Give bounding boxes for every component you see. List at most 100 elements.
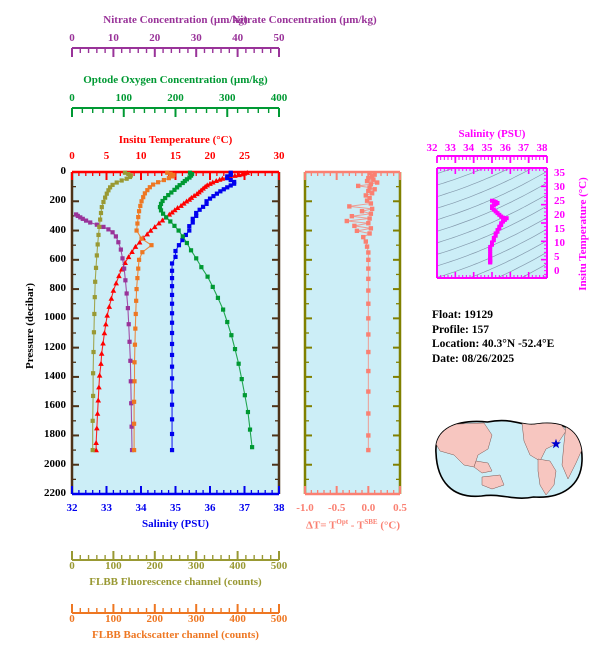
metadata-float-value: 19129 — [464, 309, 494, 321]
tick-label: 15 — [170, 150, 181, 162]
pressure-tick-label: 600 — [49, 252, 67, 265]
ts-temperature-tick-label: 5 — [554, 251, 560, 264]
nitrate-axis-title: Nitrate Concentration (µm/kg) — [232, 14, 377, 26]
pressure-tick-label: 1400 — [44, 369, 66, 382]
tick-label: 10 — [107, 32, 119, 44]
ts-temperature-tick-label: 35 — [554, 166, 565, 179]
tick-label: 200 — [146, 560, 164, 572]
tick-label: 0 — [69, 560, 75, 572]
delta-t-title-post: (°C) — [377, 519, 401, 532]
backscatter-axis: 0 100 200 300 400 500 FLBB Backscatter channe… — [69, 602, 287, 648]
pressure-tick-label: 1000 — [44, 311, 66, 324]
nitrate-axis-ruler — [71, 47, 280, 57]
fluorescence-title-text: FLBB Fluorescence channel (counts) — [89, 576, 262, 588]
pressure-tick-label: 2200 — [44, 487, 66, 499]
salinity-title-text: Salinity (PSU) — [142, 518, 209, 530]
metadata-location-label: Location: — [432, 338, 480, 350]
tick-label: 20 — [204, 150, 216, 162]
ts-temperature-tick-label: 15 — [554, 223, 565, 236]
delta-t-title-mid: - T — [348, 519, 365, 532]
delta-t-tick-labels: -1.0 -0.5 0.0 0.5 — [296, 502, 407, 516]
tick-label: -0.5 — [327, 502, 346, 514]
tick-label: 100 — [115, 92, 133, 104]
metadata-date-row: Date: 08/26/2025 — [432, 352, 554, 367]
tick-label: 0 — [69, 150, 75, 162]
tick-label: 34 — [463, 142, 475, 154]
nitrate-axis: Nitrate Concentration (µm/kg) 0 10 20 30 40 5… — [69, 14, 285, 62]
metadata-date-value: 08/26/2025 — [461, 352, 515, 365]
pressure-tick-label: 1200 — [44, 340, 66, 353]
tick-label: 500 — [270, 613, 288, 625]
ts-temperature-title: Insitu Temperature (°C) — [577, 159, 589, 309]
tick-label: 300 — [187, 560, 205, 572]
tick-label: 10 — [135, 150, 147, 162]
tick-label: 300 — [219, 92, 236, 104]
ts-temperature-tick-label: 20 — [554, 208, 565, 221]
tick-label: 37 — [518, 142, 530, 154]
metadata-location-value: 40.3°N -52.4°E — [482, 338, 555, 350]
tick-label: -1.0 — [296, 502, 314, 514]
metadata-float-label: Float: — [432, 309, 462, 321]
backscatter-tick-labels: 0 100 200 300 400 500 — [69, 613, 287, 627]
tick-label: 20 — [149, 32, 161, 44]
metadata-date-label: Date: — [432, 352, 459, 365]
delta-t-title-pre: ΔT= T — [305, 519, 337, 532]
tick-label: 5 — [103, 150, 110, 162]
ts-salinity-tick-labels: 32 33 34 35 36 37 38 — [427, 142, 552, 156]
tick-label: 0 — [69, 32, 75, 44]
ts-temperature-tick-label: 30 — [554, 180, 565, 193]
pressure-tick-label: 200 — [49, 194, 67, 207]
ts-temperature-tick-label: 0 — [554, 265, 560, 278]
tick-label: 35 — [170, 502, 181, 514]
fluorescence-tick-labels: 0 100 200 300 400 500 — [69, 560, 287, 574]
tick-label: 34 — [135, 502, 147, 514]
tick-label: 200 — [167, 92, 184, 104]
metadata-float-row: Float: 19129 — [432, 308, 554, 323]
tick-label: 100 — [105, 560, 122, 572]
pressure-tick-label: 800 — [49, 282, 67, 295]
ts-temperature-title-text: Insitu Temperature (°C) — [577, 177, 589, 291]
metadata-location-row: Location: 40.3°N -52.4°E — [432, 337, 554, 352]
oxygen-axis-ruler — [71, 107, 280, 117]
pressure-axis-title: Pressure (decibar) — [24, 236, 36, 416]
tick-label: 36 — [204, 502, 216, 514]
delta-t-sup-sbe: SBE — [364, 518, 378, 526]
oxygen-axis: Optode Oxygen Concentration (µm/kg) 0 100… — [69, 74, 287, 122]
metadata-profile-value: 157 — [471, 323, 489, 336]
tick-label: 33 — [101, 502, 112, 514]
nitrate-title-text: Nitrate Concentration (µm/kg) — [103, 14, 248, 26]
metadata-profile-label: Profile: — [432, 323, 469, 336]
tick-label: 32 — [66, 502, 78, 514]
tick-label: 0.0 — [361, 502, 376, 514]
pressure-tick-label: 2000 — [44, 457, 66, 470]
tick-label: 40 — [232, 32, 244, 44]
pressure-tick-label: 0 — [60, 165, 67, 177]
tick-label: 100 — [105, 613, 122, 625]
tick-label: 0.5 — [393, 502, 407, 514]
ts-salinity-title: Salinity (PSU) — [458, 128, 526, 140]
delta-t-axis: -1.0 -0.5 0.0 0.5 ΔT= TOpt - TSBE (°C) — [296, 500, 407, 540]
pressure-tick-label: 1600 — [44, 399, 66, 412]
tick-label: 37 — [239, 502, 250, 514]
tick-label: 400 — [229, 613, 246, 625]
pressure-tick-label: 400 — [49, 223, 67, 236]
backscatter-axis-ruler — [71, 604, 280, 614]
ts-temperature-tick-label: 10 — [554, 237, 565, 250]
tick-label: 400 — [229, 560, 246, 572]
ts-diagram-labels: Salinity (PSU) 32 33 34 35 36 37 38 — [427, 128, 552, 168]
tick-label: 38 — [536, 142, 548, 154]
pressure-tick-label: 1800 — [44, 428, 66, 441]
temperature-title-text: Insitu Temperature (°C) — [118, 134, 233, 146]
tick-label: 500 — [270, 560, 288, 572]
salinity-tick-labels: 32 33 34 35 36 37 38 — [67, 502, 285, 516]
oxygen-tick-labels: 0 100 200 300 400 — [69, 92, 287, 106]
pressure-axis-title-text: Pressure (decibar) — [24, 282, 36, 370]
tick-label: 25 — [239, 150, 250, 162]
tick-label: 35 — [481, 142, 493, 154]
nitrate-tick-labels: 0 10 20 30 40 50 — [69, 32, 284, 46]
tick-label: 0 — [69, 92, 75, 104]
temperature-axis: Insitu Temperature (°C) 0 5 10 15 20 25 30 — [69, 134, 284, 174]
tick-label: 36 — [499, 142, 511, 154]
metadata-block: Float: 19129 Profile: 157 Location: 40.3… — [432, 308, 554, 366]
